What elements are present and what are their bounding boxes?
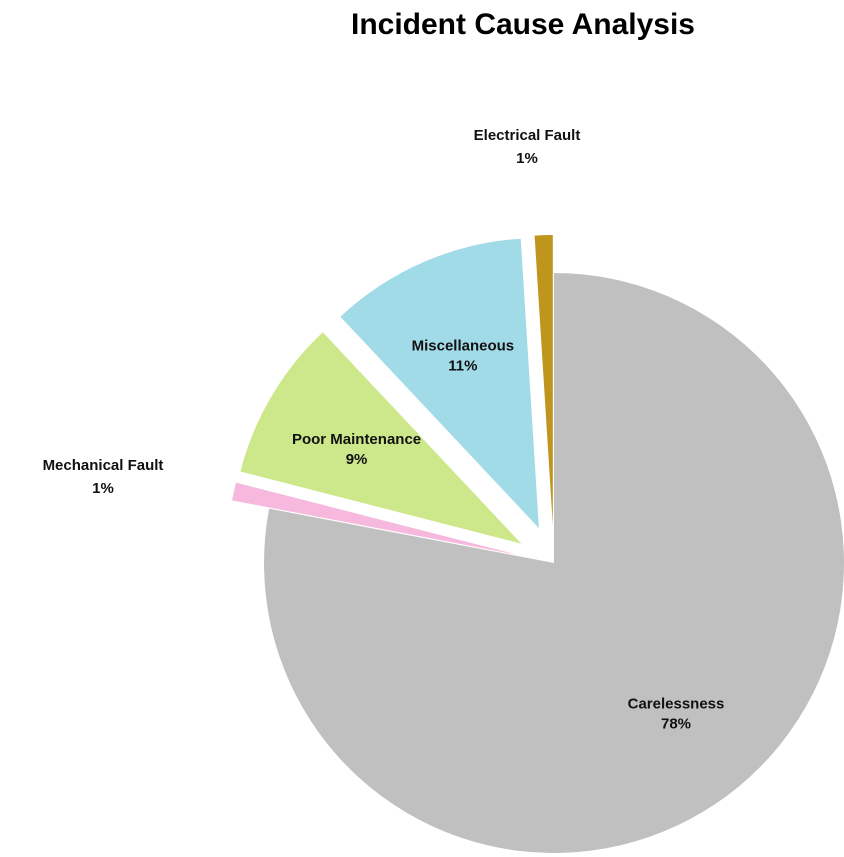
pie-slice-miscellaneous (340, 238, 539, 529)
slice-label-carelessness: Carelessness (628, 695, 725, 712)
slice-value-electrical-fault: 1% (516, 150, 538, 167)
slice-value-poor-maintenance: 9% (346, 451, 368, 468)
slice-label-mechanical-fault: Mechanical Fault (43, 457, 164, 474)
chart-title: Incident Cause Analysis (350, 8, 695, 41)
slice-value-mechanical-fault: 1% (92, 480, 114, 497)
pie-slice-mechanical-fault (232, 482, 517, 555)
pie-slice-carelessness (264, 273, 844, 853)
slice-label-poor-maintenance: Poor Maintenance (292, 431, 421, 448)
pie-slices (232, 235, 844, 853)
slice-value-carelessness: 78% (661, 715, 691, 732)
pie-slice-poor-maintenance (240, 332, 522, 544)
slice-value-miscellaneous: 11% (448, 357, 477, 374)
slice-label-electrical-fault: Electrical Fault (474, 127, 581, 144)
pie-slice-electrical-fault (534, 235, 553, 526)
pie-labels: Carelessness 78% Mechanical Fault 1% Poor Ma… (43, 127, 725, 732)
slice-label-miscellaneous: Miscellaneous (412, 337, 515, 354)
